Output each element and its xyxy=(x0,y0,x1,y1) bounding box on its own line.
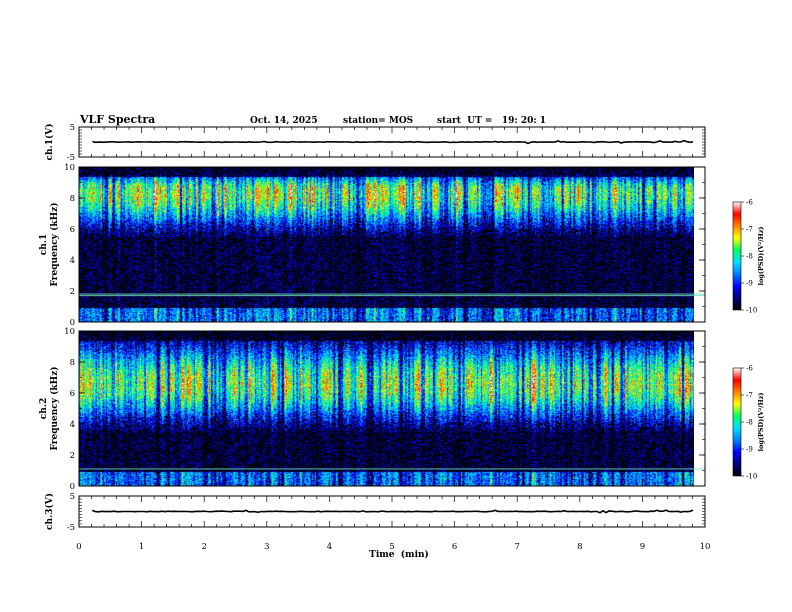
x-tick-label: 7 xyxy=(514,542,519,552)
y-tick-label: 5 xyxy=(70,492,75,502)
y-axis-label: ch.1(V) xyxy=(44,124,55,161)
header-start-time: start UT = 19: 20: 1 xyxy=(437,116,546,126)
header-station: station= MOS xyxy=(343,116,413,126)
colorbar-tick-label: -6 xyxy=(746,365,753,373)
panel-frame xyxy=(78,166,706,323)
voltage-trace xyxy=(92,139,694,145)
colorbar-scale xyxy=(732,201,742,311)
panel-frame xyxy=(78,126,706,158)
y-tick-label: 2 xyxy=(70,451,75,461)
x-tick-label: 2 xyxy=(201,542,206,552)
y-tick-label: 2 xyxy=(70,287,75,297)
colorbar-tick-label: -8 xyxy=(746,419,753,427)
time-axis: 0 1 2 3 4 5 6 7 8 9 10 xyxy=(76,542,710,552)
colorbar-tick-label: -7 xyxy=(746,392,753,400)
x-tick-label: 8 xyxy=(577,542,582,552)
y-tick-label: 6 xyxy=(70,225,75,235)
y-tick-label: 8 xyxy=(70,358,75,368)
x-tick-label: 0 xyxy=(76,542,81,552)
colorbar-tick-label: -7 xyxy=(746,226,753,234)
colorbar-tick-label: -6 xyxy=(746,199,753,207)
y-tick-label: 8 xyxy=(70,194,75,204)
ch2-colorbar: -6 -7 -8 -9 -10 log(PSD)(V²/Hz) xyxy=(732,365,765,481)
voltage-trace xyxy=(92,509,694,514)
ch1-spectrogram-panel: 0 2 4 6 8 10 ch.1 Frequency (kHz) xyxy=(39,163,706,328)
colorbar-label: log(PSD)(V²/Hz) xyxy=(757,393,765,452)
y-tick-label: -5 xyxy=(67,153,75,163)
x-tick-label: 10 xyxy=(700,542,711,552)
colorbar-tick-label: -9 xyxy=(746,280,753,288)
y-tick-label: 4 xyxy=(70,256,75,266)
ch1-voltage-panel: 5 -5 ch.1(V) xyxy=(44,123,706,163)
x-tick-label: 1 xyxy=(139,542,144,552)
colorbar-tick-label: -10 xyxy=(746,307,757,315)
spectrogram-image xyxy=(79,331,694,486)
ch1-colorbar: -6 -7 -8 -9 -10 log(PSD)(V²/Hz) xyxy=(732,199,765,315)
panel-frame xyxy=(78,330,706,487)
y-axis-label-channel: ch.2 xyxy=(39,398,49,419)
ch3-voltage-panel: 5 -5 ch.3(V) xyxy=(44,492,706,533)
x-tick-label: 3 xyxy=(264,542,269,552)
y-axis-label-frequency: Frequency (kHz) xyxy=(49,202,60,286)
y-tick-label: 5 xyxy=(70,123,75,133)
colorbar-tick-label: -10 xyxy=(746,473,757,481)
header-date: Oct. 14, 2025 xyxy=(250,116,318,126)
colorbar-scale xyxy=(732,367,742,477)
chart-title: VLF Spectra xyxy=(79,113,155,126)
y-tick-label: -5 xyxy=(67,523,75,533)
colorbar-tick-label: -8 xyxy=(746,253,753,261)
y-tick-label: 0 xyxy=(70,482,75,492)
x-tick-label: 9 xyxy=(640,542,645,552)
y-tick-label: 10 xyxy=(64,327,75,337)
colorbar-label: log(PSD)(V²/Hz) xyxy=(757,227,765,286)
y-axis-label-channel: ch.1 xyxy=(39,234,49,255)
y-tick-label: 4 xyxy=(70,420,75,430)
y-tick-label: 0 xyxy=(70,318,75,328)
y-tick-label: 6 xyxy=(70,389,75,399)
x-axis-label: Time (min) xyxy=(369,549,429,560)
colorbar-tick-label: -9 xyxy=(746,446,753,454)
x-tick-label: 5 xyxy=(389,542,394,552)
x-tick-label: 4 xyxy=(327,542,332,552)
y-tick-label: 10 xyxy=(64,163,75,173)
ch2-spectrogram-panel: 0 2 4 6 8 10 ch.2 Frequency (kHz) xyxy=(39,327,706,492)
y-axis-label: ch.3(V) xyxy=(44,493,55,530)
panel-frame xyxy=(78,495,706,528)
spectrogram-image xyxy=(79,167,694,322)
y-axis-label-frequency: Frequency (kHz) xyxy=(49,366,60,450)
x-tick-label: 6 xyxy=(452,542,457,552)
